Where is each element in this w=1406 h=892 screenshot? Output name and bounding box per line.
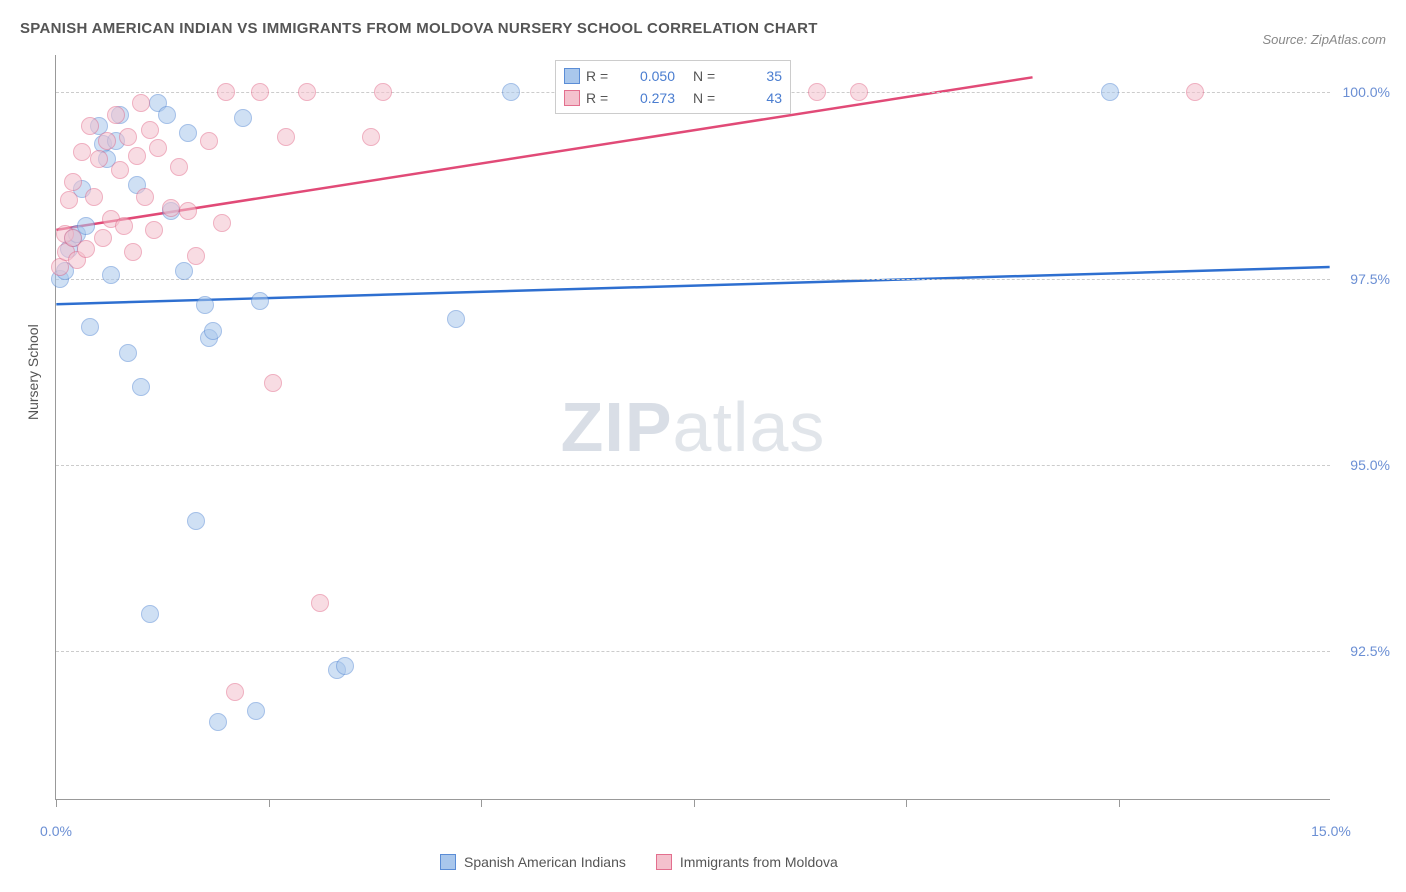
legend-r-label: R = [586,90,614,106]
y-axis-label: Nursery School [25,324,41,420]
scatter-point [217,83,235,101]
legend-series: Spanish American Indians Immigrants from … [440,854,838,870]
scatter-point [85,188,103,206]
scatter-point [141,121,159,139]
plot-area: ZIPatlas 92.5%95.0%97.5%100.0%0.0%15.0% [55,55,1330,800]
legend-n-label: N = [693,68,721,84]
scatter-point [226,683,244,701]
legend-correlation: R = 0.050 N = 35 R = 0.273 N = 43 [555,60,791,114]
scatter-point [107,106,125,124]
x-tick [906,799,907,807]
x-tick [1119,799,1120,807]
trend-line [56,77,1032,230]
scatter-point [141,605,159,623]
legend-correlation-row: R = 0.273 N = 43 [564,87,782,109]
scatter-point [90,150,108,168]
scatter-point [311,594,329,612]
legend-n-label: N = [693,90,721,106]
scatter-point [119,128,137,146]
legend-r-label: R = [586,68,614,84]
scatter-point [247,702,265,720]
x-tick-label: 15.0% [1311,823,1351,839]
legend-series-item: Immigrants from Moldova [656,854,838,870]
scatter-point [850,83,868,101]
scatter-point [124,243,142,261]
scatter-point [196,296,214,314]
legend-series-label: Spanish American Indians [464,854,626,870]
x-tick [269,799,270,807]
scatter-point [81,318,99,336]
scatter-point [204,322,222,340]
scatter-point [102,266,120,284]
scatter-point [132,378,150,396]
scatter-point [234,109,252,127]
scatter-point [336,657,354,675]
chart-title: SPANISH AMERICAN INDIAN VS IMMIGRANTS FR… [20,20,818,37]
scatter-point [115,217,133,235]
legend-series-label: Immigrants from Moldova [680,854,838,870]
y-tick-label: 95.0% [1350,457,1390,473]
scatter-point [251,83,269,101]
scatter-point [111,161,129,179]
scatter-point [94,229,112,247]
scatter-point [251,292,269,310]
trend-line [56,267,1329,304]
scatter-point [132,94,150,112]
x-tick [694,799,695,807]
scatter-point [119,344,137,362]
gridline-horizontal [56,465,1330,466]
legend-series-item: Spanish American Indians [440,854,626,870]
legend-swatch [564,90,580,106]
scatter-point [362,128,380,146]
scatter-point [64,173,82,191]
scatter-point [374,83,392,101]
scatter-point [502,83,520,101]
scatter-point [200,132,218,150]
x-tick-label: 0.0% [40,823,72,839]
scatter-point [60,191,78,209]
legend-r-value: 0.050 [620,68,675,84]
scatter-point [187,512,205,530]
scatter-point [175,262,193,280]
scatter-point [1186,83,1204,101]
legend-r-value: 0.273 [620,90,675,106]
scatter-point [179,202,197,220]
scatter-point [213,214,231,232]
scatter-point [73,143,91,161]
scatter-point [298,83,316,101]
scatter-point [128,147,146,165]
y-tick-label: 92.5% [1350,643,1390,659]
legend-n-value: 35 [727,68,782,84]
scatter-point [136,188,154,206]
legend-swatch [564,68,580,84]
source-label: Source: ZipAtlas.com [1262,32,1386,47]
scatter-point [149,139,167,157]
scatter-point [145,221,163,239]
scatter-point [158,106,176,124]
scatter-point [170,158,188,176]
scatter-point [277,128,295,146]
scatter-point [264,374,282,392]
scatter-point [98,132,116,150]
scatter-point [162,199,180,217]
legend-n-value: 43 [727,90,782,106]
scatter-point [187,247,205,265]
legend-correlation-row: R = 0.050 N = 35 [564,65,782,87]
scatter-point [209,713,227,731]
x-tick [481,799,482,807]
gridline-horizontal [56,651,1330,652]
x-tick [56,799,57,807]
scatter-point [77,240,95,258]
y-tick-label: 97.5% [1350,271,1390,287]
legend-swatch [656,854,672,870]
scatter-point [81,117,99,135]
trend-lines-svg [56,55,1330,799]
scatter-point [179,124,197,142]
gridline-horizontal [56,279,1330,280]
scatter-point [808,83,826,101]
legend-swatch [440,854,456,870]
scatter-point [447,310,465,328]
scatter-point [1101,83,1119,101]
y-tick-label: 100.0% [1343,84,1390,100]
